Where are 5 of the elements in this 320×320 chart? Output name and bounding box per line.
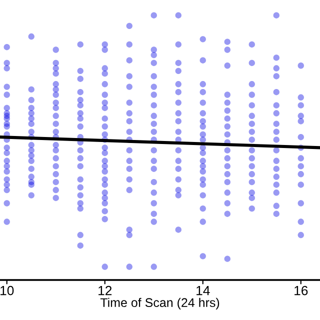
x-tick-label: 14: [196, 286, 210, 296]
x-tick-label: 16: [294, 286, 308, 296]
x-axis-title: Time of Scan (24 hrs): [100, 298, 220, 310]
x-tick-label: 10: [0, 286, 14, 296]
x-tick-label: 12: [98, 286, 112, 296]
